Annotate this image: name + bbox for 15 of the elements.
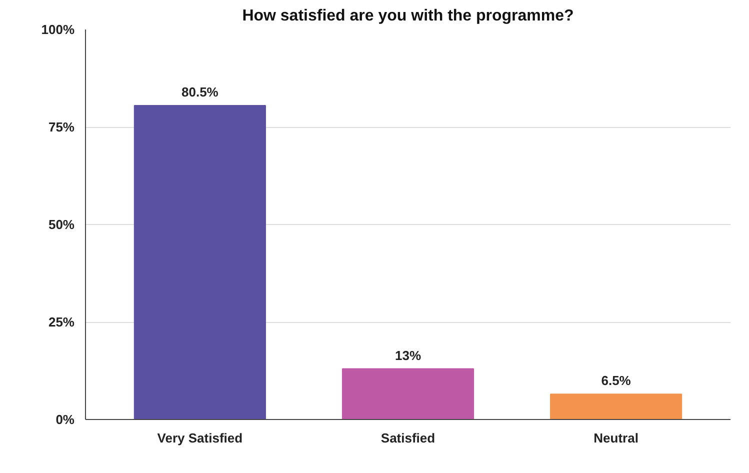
data-label: 6.5%	[601, 373, 632, 388]
data-label: 13%	[394, 348, 422, 363]
y-tick-label: 50%	[48, 217, 75, 232]
data-label: 80.5%	[182, 84, 219, 100]
bar	[134, 105, 266, 420]
y-tick-label: 75%	[48, 120, 75, 134]
bar	[342, 368, 474, 420]
y-tick-label: 100%	[41, 22, 75, 37]
chart-title: How satisfied are you with the programme?	[242, 8, 574, 24]
bar	[550, 394, 682, 420]
y-tick-label: 0%	[56, 412, 75, 427]
y-tick-label: 25%	[48, 314, 75, 330]
x-tick-label: Very Satisfied	[157, 430, 243, 446]
x-tick-label: Satisfied	[380, 430, 436, 446]
x-tick-label: Neutral	[594, 430, 638, 446]
